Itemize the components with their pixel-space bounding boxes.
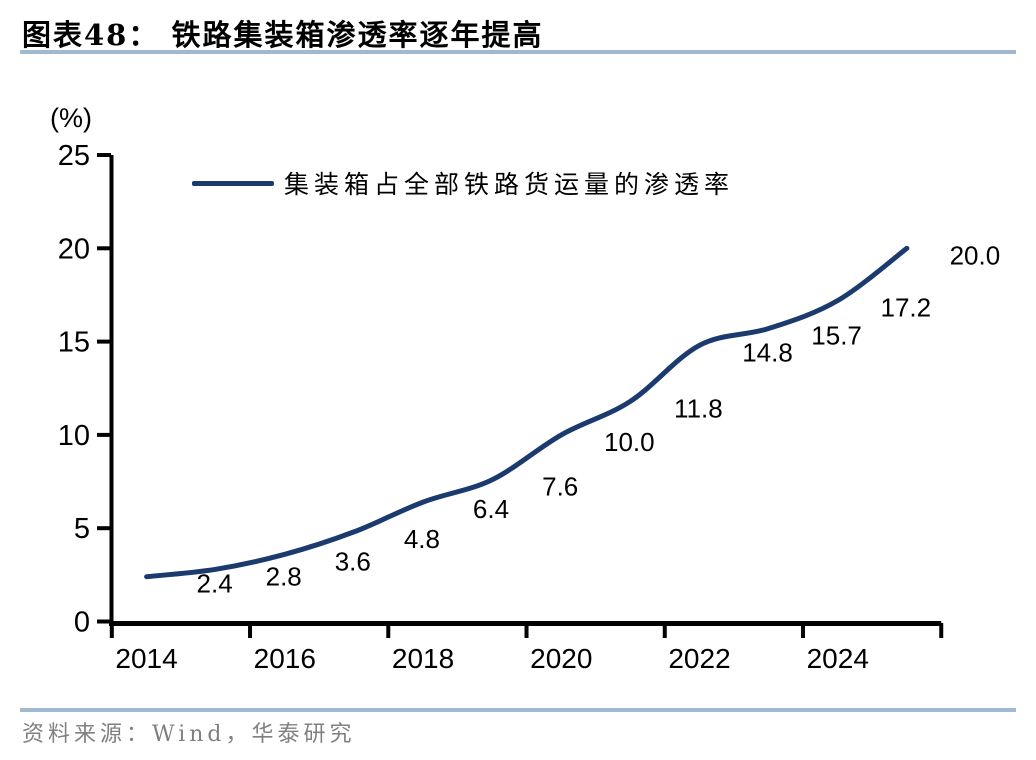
title-divider [20, 50, 1016, 54]
data-label: 6.4 [473, 494, 509, 524]
x-tick-label: 2024 [807, 643, 869, 674]
data-label: 10.0 [604, 427, 655, 457]
data-label: 20.0 [950, 240, 1001, 270]
data-label: 14.8 [742, 337, 793, 367]
data-label: 2.4 [197, 569, 233, 599]
data-label: 15.7 [811, 321, 862, 351]
y-tick-label: 0 [74, 607, 90, 639]
x-tick-label: 2022 [668, 643, 730, 674]
x-tick-label: 2016 [254, 643, 316, 674]
legend-line-swatch [192, 180, 274, 186]
y-tick-label: 20 [58, 233, 90, 265]
y-tick-label: 25 [58, 140, 90, 172]
chart-title: 图表48： 铁路集装箱渗透率逐年提高 [22, 18, 544, 52]
y-tick-label: 15 [58, 327, 90, 359]
y-tick-label: 5 [74, 513, 90, 545]
x-tick-label: 2014 [115, 643, 177, 674]
data-label: 4.8 [404, 524, 440, 554]
source-note: 资料来源：Wind，华泰研究 [22, 722, 356, 747]
legend: 集装箱占全部铁路货运量的渗透率 [192, 168, 735, 199]
y-tick-label: 10 [58, 420, 90, 452]
data-label: 7.6 [542, 472, 578, 502]
data-label: 3.6 [335, 546, 371, 576]
x-tick-label: 2018 [392, 643, 454, 674]
series-line [144, 245, 910, 580]
data-label: 2.8 [266, 561, 302, 591]
legend-label: 集装箱占全部铁路货运量的渗透率 [284, 170, 735, 199]
footer-divider [20, 708, 1016, 712]
x-tick-label: 2020 [530, 643, 592, 674]
data-label: 17.2 [880, 293, 931, 323]
y-axis-unit-label: (%) [50, 103, 92, 133]
data-label: 11.8 [674, 393, 723, 423]
